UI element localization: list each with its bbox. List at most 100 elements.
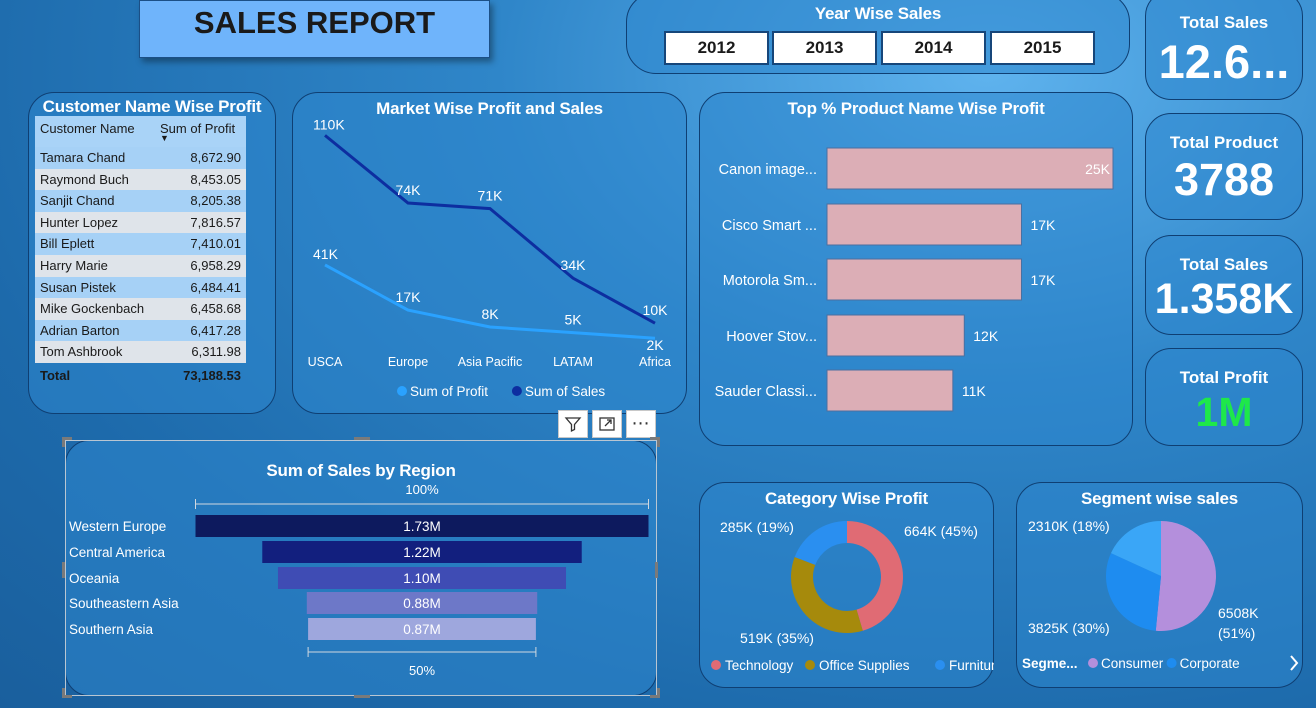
resize-handle[interactable] <box>650 437 660 440</box>
resize-handle[interactable] <box>62 695 72 698</box>
region-bar <box>262 541 582 563</box>
kpi-total-sales-card: Total Sales 12.6... <box>1145 0 1303 100</box>
region-value-label: 0.87M <box>403 622 441 637</box>
market-profit-sales-card: Market Wise Profit and Sales <box>292 92 687 414</box>
bottom-percent-label: 50% <box>409 663 435 678</box>
total-label: Total <box>40 367 71 383</box>
region-name-label: Southeastern Asia <box>69 596 179 611</box>
data-label: 10K <box>643 302 669 318</box>
slice-label: 3825K (30%) <box>1028 620 1110 636</box>
table-row[interactable]: Susan Pistek 6,484.41 <box>35 276 246 299</box>
legend-marker <box>711 660 721 670</box>
table-row[interactable]: Hunter Lopez 7,816.57 <box>35 211 246 234</box>
year-button-2013[interactable]: 2013 <box>772 31 877 65</box>
customer-name-cell: Tom Ashbrook <box>40 344 123 360</box>
kpi-total-product-card: Total Product 3788 <box>1145 113 1303 220</box>
resize-handle[interactable] <box>655 562 658 578</box>
table-row[interactable]: Sanjit Chand 8,205.38 <box>35 190 246 212</box>
slice-label: 519K (35%) <box>740 630 814 646</box>
profit-cell: 6,484.41 <box>190 279 241 295</box>
donut-slice <box>794 521 847 565</box>
data-label: 41K <box>313 246 339 262</box>
customer-name-cell: Adrian Barton <box>40 322 120 338</box>
table-row[interactable]: Tom Ashbrook 6,311.98 <box>35 341 246 363</box>
resize-handle[interactable] <box>62 437 72 440</box>
year-slicer-title: Year Wise Sales <box>814 4 942 23</box>
more-options-button[interactable]: ⋯ <box>626 410 656 438</box>
resize-handle[interactable] <box>657 688 660 698</box>
customer-name-cell: Raymond Buch <box>40 171 129 187</box>
legend-next-icon[interactable] <box>1290 655 1299 671</box>
region-name-label: Oceania <box>69 571 120 586</box>
year-button-2015[interactable]: 2015 <box>990 31 1095 65</box>
table-row[interactable]: Tamara Chand 8,672.90 <box>35 147 246 169</box>
resize-handle[interactable] <box>657 437 660 447</box>
kpi-total-profit-card: Total Profit 1M <box>1145 348 1303 446</box>
resize-handle[interactable] <box>650 695 660 698</box>
table-row[interactable]: Raymond Buch 8,453.05 <box>35 168 246 191</box>
profit-cell: 6,958.29 <box>190 257 241 273</box>
table-total-row: Total 73,188.53 <box>35 365 246 387</box>
product-name-label: Canon image... <box>719 162 817 178</box>
resize-handle[interactable] <box>62 437 65 447</box>
product-bar <box>826 258 1022 301</box>
series-line-0 <box>324 263 656 340</box>
kpi-total-sales-2-value: 1.358K <box>1154 275 1294 323</box>
category-profit-card: Category Wise Profit <box>699 482 994 688</box>
resize-handle[interactable] <box>62 562 65 578</box>
customer-name-cell: Susan Pistek <box>40 279 116 295</box>
col-header-sum-of-profit[interactable]: Sum of Profit <box>160 121 236 136</box>
table-row[interactable]: Adrian Barton 6,417.28 <box>35 319 246 342</box>
more-options-icon: ⋯ <box>631 413 651 434</box>
product-bar <box>826 203 1022 246</box>
data-label: 17K <box>396 289 422 305</box>
data-label: 34K <box>561 257 587 273</box>
kpi-total-product-label: Total Product <box>1169 133 1279 152</box>
resize-handle[interactable] <box>354 695 370 698</box>
legend-marker <box>1166 658 1177 668</box>
profit-cell: 7,410.01 <box>190 236 241 252</box>
focus-mode-button[interactable] <box>592 410 622 438</box>
legend-marker <box>805 660 815 670</box>
total-value: 73,188.53 <box>183 367 241 383</box>
table-row[interactable]: Harry Marie 6,958.29 <box>35 254 246 277</box>
product-name-label: Hoover Stov... <box>726 329 817 345</box>
region-bar <box>195 515 649 537</box>
col-header-customer-name[interactable]: Customer Name <box>40 121 135 136</box>
year-button-2014[interactable]: 2014 <box>881 31 986 65</box>
table-row[interactable]: Mike Gockenbach 6,458.68 <box>35 298 246 320</box>
kpi-total-profit-value: 1M <box>1195 389 1253 435</box>
slice-label: 2310K (18%) <box>1028 518 1110 534</box>
region-value-label: 0.88M <box>403 596 441 611</box>
legend-label: Office Supplies <box>819 658 910 673</box>
data-label: 110K <box>313 116 345 132</box>
kpi-total-sales-label: Total Sales <box>1179 13 1269 32</box>
customer-profit-table: Customer Name Sum of Profit ▼ Tamara Cha… <box>35 116 246 387</box>
region-funnel-chart: 100% 1.73M Western Europe 1.22M Central Amer… <box>69 482 649 678</box>
resize-handle[interactable] <box>62 688 65 698</box>
pie-slice <box>1106 553 1161 631</box>
legend-marker <box>1088 658 1098 668</box>
pie-slice <box>1155 521 1216 631</box>
year-button-2012[interactable]: 2012 <box>664 31 769 65</box>
region-bar <box>277 567 567 589</box>
market-line-chart: 41K 17K 8K 5K 2K 110K 74K 71K 34K 10K USCA Europe As… <box>308 116 671 399</box>
legend-marker <box>935 660 945 670</box>
customer-name-cell: Mike Gockenbach <box>40 301 145 317</box>
table-row[interactable]: Bill Eplett 7,410.01 <box>35 233 246 255</box>
kpi-total-sales-2-label: Total Sales <box>1179 255 1269 274</box>
slice-label: (51%) <box>1218 625 1255 641</box>
filter-button[interactable] <box>558 410 588 438</box>
legend-label: Furniture <box>949 658 994 673</box>
region-bar <box>306 592 538 614</box>
customer-name-cell: Harry Marie <box>40 257 108 273</box>
top-percent-label: 100% <box>405 482 439 497</box>
data-label: 71K <box>478 188 504 204</box>
resize-handle[interactable] <box>354 437 370 440</box>
filter-icon <box>564 417 582 433</box>
region-value-label: 1.22M <box>403 545 441 560</box>
segment-pie-chart: 6508K (51%) 3825K (30%) 2310K (18%) Segme...… <box>1022 518 1299 671</box>
product-value-label: 12K <box>973 328 999 344</box>
kpi-total-profit-label: Total Profit <box>1179 368 1269 387</box>
legend-marker <box>397 386 407 396</box>
